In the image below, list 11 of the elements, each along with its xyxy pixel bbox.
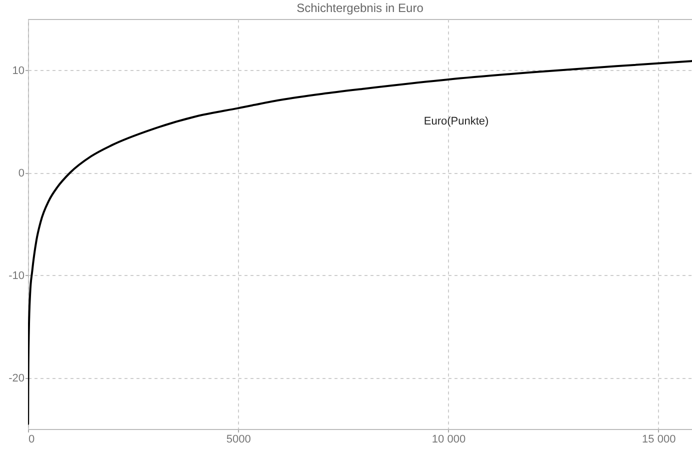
y-tick-label: 10 [12,64,24,77]
x-tick-label: 15 000 [642,434,676,446]
x-tick-label: 0 [28,434,35,446]
y-tick-label: 0 [18,167,24,180]
x-tick-label: 10 000 [432,434,466,446]
line-series [28,60,692,425]
chart-title: Schichtergebnis in Euro [296,1,424,15]
annotation: Euro(Punkte) [424,116,489,128]
y-tick-label: -10 [8,270,24,282]
y-tick-label: -20 [8,372,24,384]
x-tick-label: 5000 [226,434,251,446]
